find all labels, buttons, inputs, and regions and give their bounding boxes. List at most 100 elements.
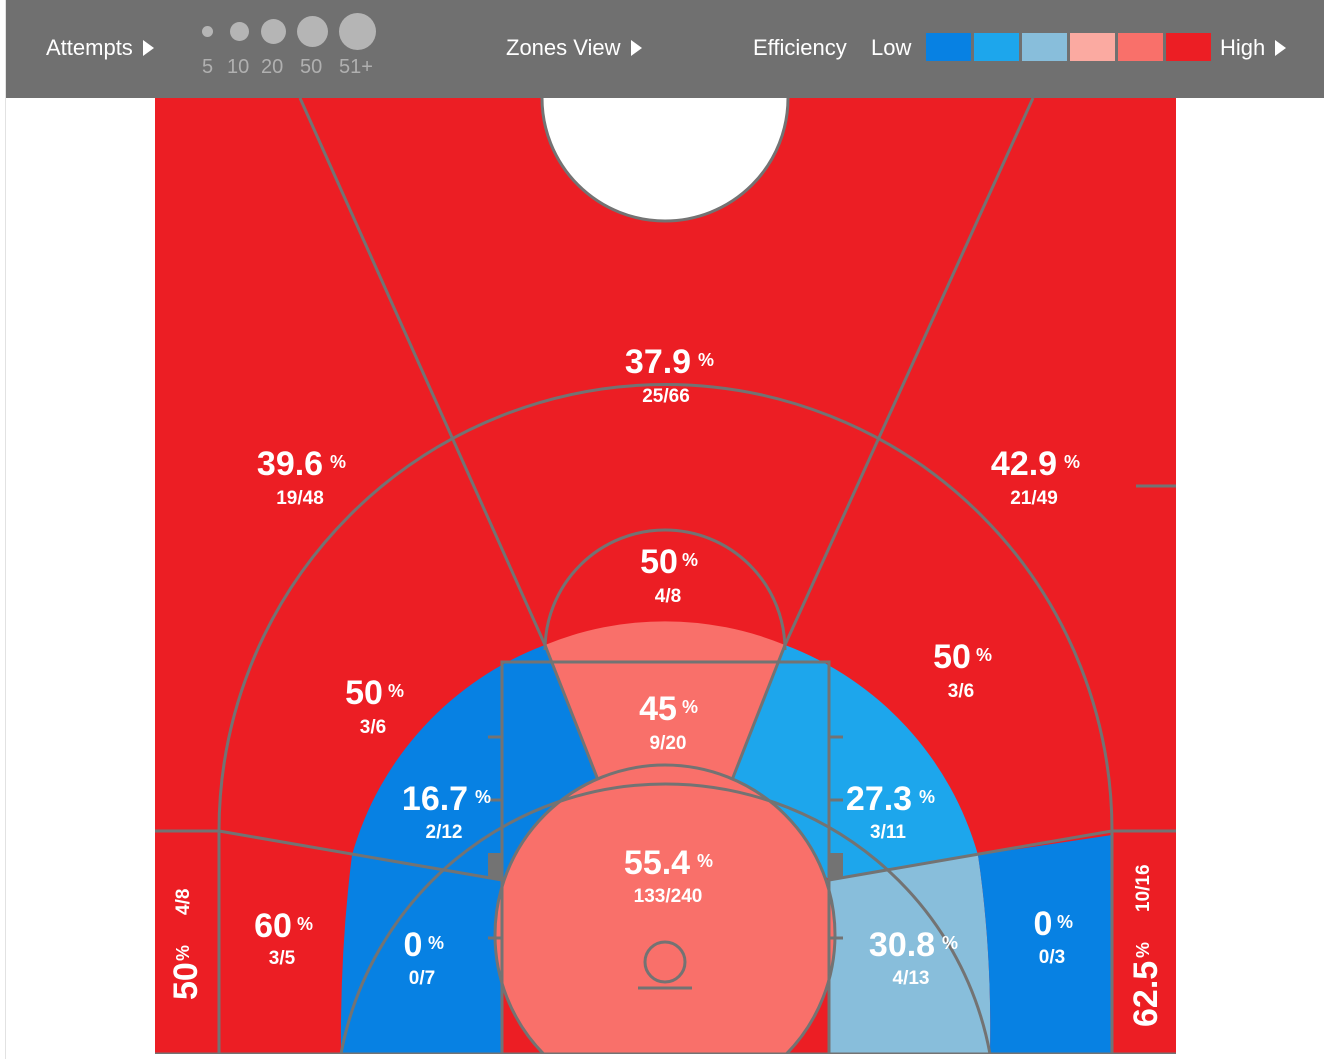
- svg-text:50: 50: [167, 962, 205, 1000]
- zone-low-right[interactable]: [829, 855, 991, 1054]
- svg-text:21/49: 21/49: [1010, 488, 1058, 509]
- svg-text:3/11: 3/11: [870, 822, 906, 843]
- svg-text:2/12: 2/12: [426, 822, 463, 843]
- label-top-right: 42.9 % 21/49: [991, 445, 1080, 509]
- svg-text:%: %: [919, 787, 935, 807]
- svg-text:27.3: 27.3: [846, 780, 912, 818]
- attempts-size-20-icon: [261, 19, 286, 44]
- chevron-right-icon: [1275, 39, 1287, 56]
- efficiency-high-label: High: [1220, 35, 1266, 60]
- zone-low-left[interactable]: [340, 855, 502, 1054]
- svg-text:3/6: 3/6: [948, 681, 974, 702]
- svg-text:10/16: 10/16: [1133, 864, 1154, 912]
- svg-text:45: 45: [639, 690, 677, 728]
- zone-inner-left[interactable]: [352, 645, 598, 880]
- svg-text:0/7: 0/7: [409, 968, 435, 989]
- efficiency-swatch-2: [974, 33, 1019, 61]
- attempts-size-label-20: 20: [261, 56, 284, 78]
- chevron-right-icon: [142, 39, 154, 56]
- label-mid-top: 50 % 4/8: [640, 543, 698, 607]
- svg-text:0/3: 0/3: [1039, 947, 1065, 968]
- attempts-size-50-icon: [297, 16, 328, 47]
- attempts-size-5-icon: [202, 26, 213, 37]
- efficiency-swatch-6: [1166, 33, 1211, 61]
- svg-text:37.9: 37.9: [625, 343, 691, 381]
- label-base-right: 0 % 0/3: [1034, 905, 1073, 968]
- svg-text:%: %: [475, 787, 491, 807]
- svg-text:%: %: [388, 681, 404, 701]
- svg-text:%: %: [1057, 912, 1073, 932]
- svg-text:4/8: 4/8: [173, 889, 194, 915]
- zones-view-label: Zones View: [506, 35, 621, 60]
- label-mid-left: 50 % 3/6: [345, 674, 404, 738]
- efficiency-low-label: Low: [871, 35, 912, 60]
- svg-text:0: 0: [404, 926, 423, 964]
- efficiency-swatch-3: [1022, 33, 1067, 61]
- svg-text:30.8: 30.8: [869, 926, 935, 964]
- svg-text:%: %: [697, 851, 713, 871]
- zone-corner-left[interactable]: [155, 831, 219, 1054]
- svg-text:3/6: 3/6: [360, 717, 386, 738]
- chevron-right-icon: [630, 39, 642, 56]
- efficiency-label: Efficiency: [753, 35, 847, 60]
- svg-text:%: %: [1064, 452, 1080, 472]
- svg-text:16.7: 16.7: [402, 780, 468, 818]
- label-mid-right: 50 % 3/6: [933, 638, 992, 702]
- svg-text:42.9: 42.9: [991, 445, 1057, 483]
- page-left-edge: [0, 0, 6, 1059]
- chart-toolbar: Attempts 5 10 20 50 51+ Zones View Effic…: [6, 0, 1324, 98]
- svg-text:%: %: [976, 645, 992, 665]
- attempts-size-10-icon: [230, 22, 249, 41]
- attempts-label: Attempts: [46, 35, 133, 60]
- label-corner-right: 62.5 % 10/16: [1127, 864, 1165, 1027]
- label-top-left: 39.6 % 19/48: [257, 445, 346, 509]
- svg-text:%: %: [682, 550, 698, 570]
- label-inner-right: 27.3 % 3/11: [846, 780, 935, 843]
- svg-text:%: %: [942, 933, 958, 953]
- label-inner-left: 16.7 % 2/12: [402, 780, 491, 843]
- svg-text:39.6: 39.6: [257, 445, 323, 483]
- svg-text:4/13: 4/13: [893, 968, 930, 989]
- attempts-size-51-icon: [339, 13, 376, 50]
- efficiency-swatch-1: [926, 33, 971, 61]
- label-corner-left: 50 % 4/8: [167, 889, 205, 1000]
- attempts-size-label-5: 5: [202, 56, 214, 78]
- svg-text:50: 50: [640, 543, 678, 581]
- svg-text:55.4: 55.4: [624, 844, 690, 882]
- efficiency-swatch-5: [1118, 33, 1163, 61]
- label-top-center: 37.9 % 25/66: [625, 343, 714, 407]
- attempts-size-label-51: 51+: [339, 56, 373, 78]
- label-restricted: 55.4 % 133/240: [624, 844, 713, 907]
- svg-text:19/48: 19/48: [276, 488, 324, 509]
- svg-text:62.5: 62.5: [1127, 961, 1165, 1027]
- svg-text:%: %: [330, 452, 346, 472]
- zone-corner-right[interactable]: [1112, 831, 1176, 1054]
- zones-view-toggle[interactable]: Zones View: [506, 34, 642, 62]
- attempts-size-label-10: 10: [227, 56, 250, 78]
- efficiency-toggle[interactable]: High: [1220, 34, 1287, 62]
- label-low-right: 30.8 % 4/13: [869, 926, 958, 989]
- label-base-left: 60 % 3/5: [254, 907, 313, 969]
- svg-text:60: 60: [254, 907, 292, 945]
- zone-restricted[interactable]: [495, 765, 835, 1059]
- svg-text:%: %: [1133, 942, 1153, 958]
- zone-inner-right[interactable]: [732, 645, 978, 880]
- svg-text:%: %: [173, 945, 193, 961]
- zone-base-right[interactable]: [978, 835, 1112, 1054]
- efficiency-swatch-4: [1070, 33, 1115, 61]
- svg-text:0: 0: [1034, 905, 1053, 943]
- svg-text:4/8: 4/8: [655, 586, 681, 607]
- svg-text:%: %: [297, 914, 313, 934]
- svg-text:133/240: 133/240: [634, 886, 703, 907]
- svg-text:9/20: 9/20: [650, 733, 687, 754]
- svg-text:%: %: [682, 697, 698, 717]
- svg-text:%: %: [428, 933, 444, 953]
- label-paint-top: 45 % 9/20: [639, 690, 698, 754]
- label-low-left: 0 % 0/7: [404, 926, 444, 989]
- svg-text:25/66: 25/66: [642, 386, 690, 407]
- attempts-toggle[interactable]: Attempts: [46, 34, 154, 62]
- svg-text:%: %: [698, 350, 714, 370]
- svg-text:50: 50: [345, 674, 383, 712]
- svg-text:3/5: 3/5: [269, 948, 296, 969]
